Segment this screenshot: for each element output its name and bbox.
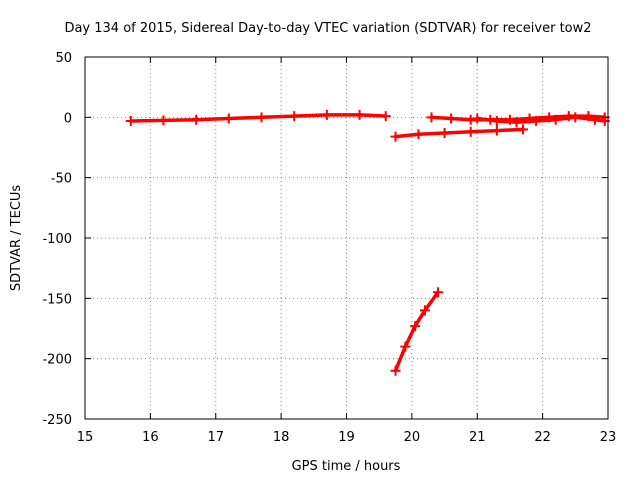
data-point [570, 112, 581, 123]
data-point [256, 112, 267, 123]
x-axis-label: GPS time / hours [292, 459, 401, 474]
data-point [531, 115, 542, 126]
data-point [321, 109, 332, 120]
data-point [589, 114, 600, 125]
y-tick-label: -200 [42, 353, 72, 368]
x-tick-label: 16 [142, 430, 159, 445]
data-point [491, 115, 502, 126]
x-tick-label: 22 [534, 430, 551, 445]
x-tick-label: 15 [77, 430, 94, 445]
data-point [518, 124, 529, 135]
data-point [413, 129, 424, 140]
data-point [410, 321, 421, 332]
tick-labels: 15 16 17 18 19 20 21 22 23 -250 -200 -150 -100 -50 0 50 [42, 51, 616, 445]
grid [85, 57, 608, 419]
data-point [491, 125, 502, 136]
data-point [158, 115, 169, 126]
chart-title: Day 134 of 2015, Sidereal Day-to-day VTE… [64, 21, 591, 36]
y-tick-label: -150 [42, 292, 72, 307]
data-series [125, 109, 610, 376]
data-point [125, 115, 136, 126]
x-tick-label: 20 [404, 430, 421, 445]
x-tick-label: 23 [600, 430, 617, 445]
data-point [446, 113, 457, 124]
x-tick-label: 17 [207, 430, 224, 445]
x-tick-label: 21 [469, 430, 486, 445]
data-point [380, 111, 391, 122]
data-point [400, 341, 411, 352]
data-point [511, 117, 522, 128]
y-tick-label: -50 [51, 172, 72, 187]
data-point [390, 365, 401, 376]
data-point [223, 113, 234, 124]
data-point [426, 112, 437, 123]
series-trace [393, 127, 525, 139]
data-point [419, 305, 430, 316]
data-point [465, 126, 476, 137]
data-point [191, 114, 202, 125]
y-tick-label: 50 [55, 51, 72, 66]
data-point [550, 114, 561, 125]
y-tick-label: 0 [64, 111, 72, 126]
data-point [439, 128, 450, 139]
x-tick-label: 19 [338, 430, 355, 445]
data-point [465, 114, 476, 125]
data-point [354, 109, 365, 120]
y-tick-label: -250 [42, 413, 72, 428]
y-tick-label: -100 [42, 232, 72, 247]
data-point [472, 113, 483, 124]
x-tick-label: 18 [273, 430, 290, 445]
data-point [433, 287, 444, 298]
data-point [390, 131, 401, 142]
data-point [289, 111, 300, 122]
y-axis-label: SDTVAR / TECUs [9, 185, 24, 292]
series-trace [393, 290, 440, 373]
